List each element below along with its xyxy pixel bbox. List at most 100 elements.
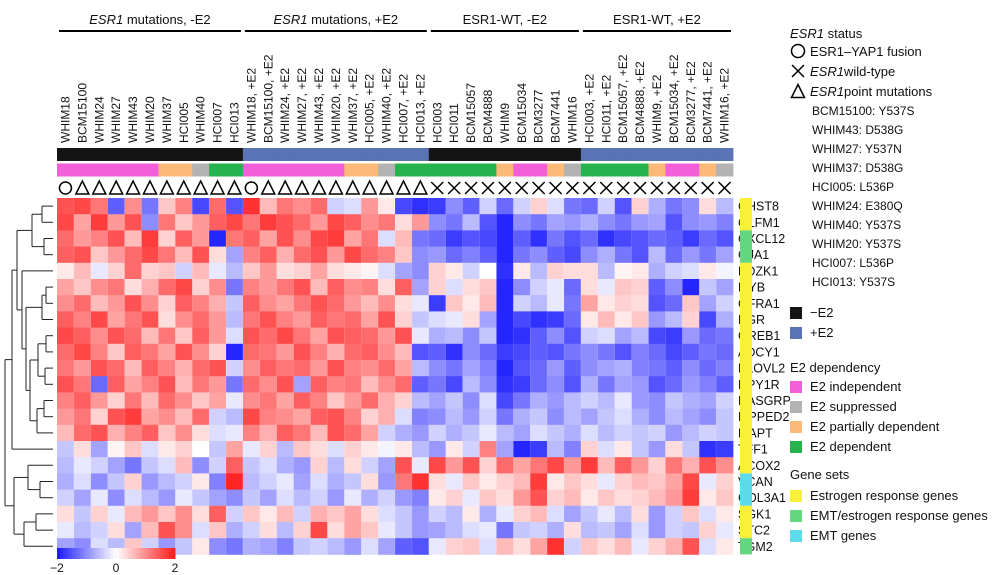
heatmap-cell	[547, 441, 565, 458]
heatmap-cell	[90, 230, 109, 247]
heatmap-cell	[209, 538, 227, 555]
mutation-entry: HCI007: L536P	[812, 256, 895, 270]
heatmap-cell	[564, 522, 582, 539]
column-label: BCM15100	[75, 83, 89, 143]
point-mutation-symbol	[277, 179, 293, 195]
heatmap-cell	[378, 214, 396, 231]
heatmap-cell	[479, 489, 497, 507]
heatmap-cell	[209, 279, 227, 296]
heatmap-cell	[242, 295, 261, 312]
heatmap-cell	[547, 295, 565, 312]
heatmap-cell	[378, 441, 396, 458]
heatmap-cell	[462, 295, 480, 312]
heatmap-cell	[631, 489, 649, 507]
heatmap-cell	[327, 295, 345, 312]
heatmap-cell	[310, 408, 328, 426]
heatmap-cell	[327, 343, 345, 361]
heatmap-cell	[445, 408, 463, 426]
heatmap-cell	[310, 457, 328, 474]
heatmap-cell	[716, 295, 734, 312]
heatmap-cell	[513, 408, 531, 426]
dependency-cell	[614, 163, 632, 177]
wild-type-symbol	[481, 181, 495, 195]
heatmap-cell	[445, 343, 463, 361]
heatmap-cell	[445, 279, 463, 296]
column-label: WHIM16	[565, 96, 579, 143]
dependency-cell	[496, 163, 514, 177]
heatmap-cell	[580, 538, 599, 555]
heatmap-cell	[259, 408, 278, 426]
heatmap-cell	[530, 311, 548, 328]
heatmap-cell	[682, 392, 700, 409]
heatmap-cell	[428, 505, 447, 523]
heatmap-cell	[479, 295, 497, 312]
heatmap-cell	[158, 376, 176, 393]
dependency-cell	[513, 163, 531, 177]
heatmap-cell	[513, 392, 531, 409]
heatmap-cell	[580, 457, 599, 474]
heatmap-cell	[276, 327, 294, 345]
heatmap-cell	[699, 505, 717, 523]
heatmap-cell	[293, 214, 311, 231]
heatmap-cell	[631, 408, 649, 426]
column-label: HCI011, +E2	[599, 75, 613, 143]
mutation-entry: WHIM37: D538G	[812, 161, 904, 175]
heatmap-cell	[580, 214, 599, 231]
heatmap-cell	[73, 198, 92, 215]
heatmap-cell	[614, 424, 632, 442]
heatmap-cell	[479, 408, 497, 426]
heatmap-cell	[411, 457, 430, 474]
heatmap-cell	[665, 489, 683, 507]
heatmap-cell	[614, 376, 632, 393]
heatmap-cell	[580, 246, 599, 264]
color-scale-segment	[59, 548, 64, 559]
heatmap-cell	[716, 392, 734, 409]
heatmap-cell	[530, 489, 548, 507]
heatmap-cell	[192, 441, 210, 458]
heatmap-cell	[496, 522, 514, 539]
heatmap-cell	[226, 538, 244, 555]
heatmap-cell	[90, 376, 109, 393]
heatmap-cell	[631, 198, 649, 215]
heatmap-cell	[310, 343, 328, 361]
treatment-cell	[614, 148, 632, 161]
dependency-cell	[547, 163, 565, 177]
heatmap-cell	[344, 214, 362, 231]
heatmap-cell	[513, 441, 531, 458]
heatmap-cell	[496, 408, 514, 426]
heatmap-cell	[259, 538, 278, 555]
heatmap-cell	[665, 230, 683, 247]
color-scale-segment	[121, 548, 126, 559]
heatmap-cell	[310, 311, 328, 328]
heatmap-cell	[242, 457, 261, 474]
dependency-cell	[276, 163, 294, 177]
heatmap-cell	[395, 424, 413, 442]
dependency-cell	[445, 163, 463, 177]
heatmap-cell	[242, 522, 261, 539]
heatmap-cell	[175, 522, 193, 539]
dependent-swatch	[790, 440, 802, 453]
group-label: ESR1-WT, -E2	[462, 12, 548, 27]
heatmap-cell	[107, 327, 125, 345]
heatmap-cell	[580, 327, 599, 345]
heatmap-cell	[158, 214, 176, 231]
point-mutation-symbol	[125, 179, 141, 195]
heatmap-cell	[496, 424, 514, 442]
point-mutation-symbol	[328, 179, 344, 195]
heatmap-cell	[107, 343, 125, 361]
heatmap-cell	[580, 262, 599, 280]
heatmap-cell	[428, 246, 447, 264]
column-label: BCM15057, +E2	[616, 54, 630, 143]
heatmap-cell	[597, 473, 616, 490]
heatmap-cell	[141, 441, 159, 458]
heatmap-cell	[564, 473, 582, 490]
heatmap-cell	[259, 360, 278, 377]
dependency-cell	[631, 163, 649, 177]
heatmap-cell	[445, 522, 463, 539]
heatmap-cell	[547, 262, 565, 280]
heatmap-cell	[344, 473, 362, 490]
wild-type-symbol	[582, 181, 596, 195]
heatmap-cell	[445, 538, 463, 555]
heatmap-cell	[479, 505, 497, 523]
heatmap-cell	[361, 457, 379, 474]
